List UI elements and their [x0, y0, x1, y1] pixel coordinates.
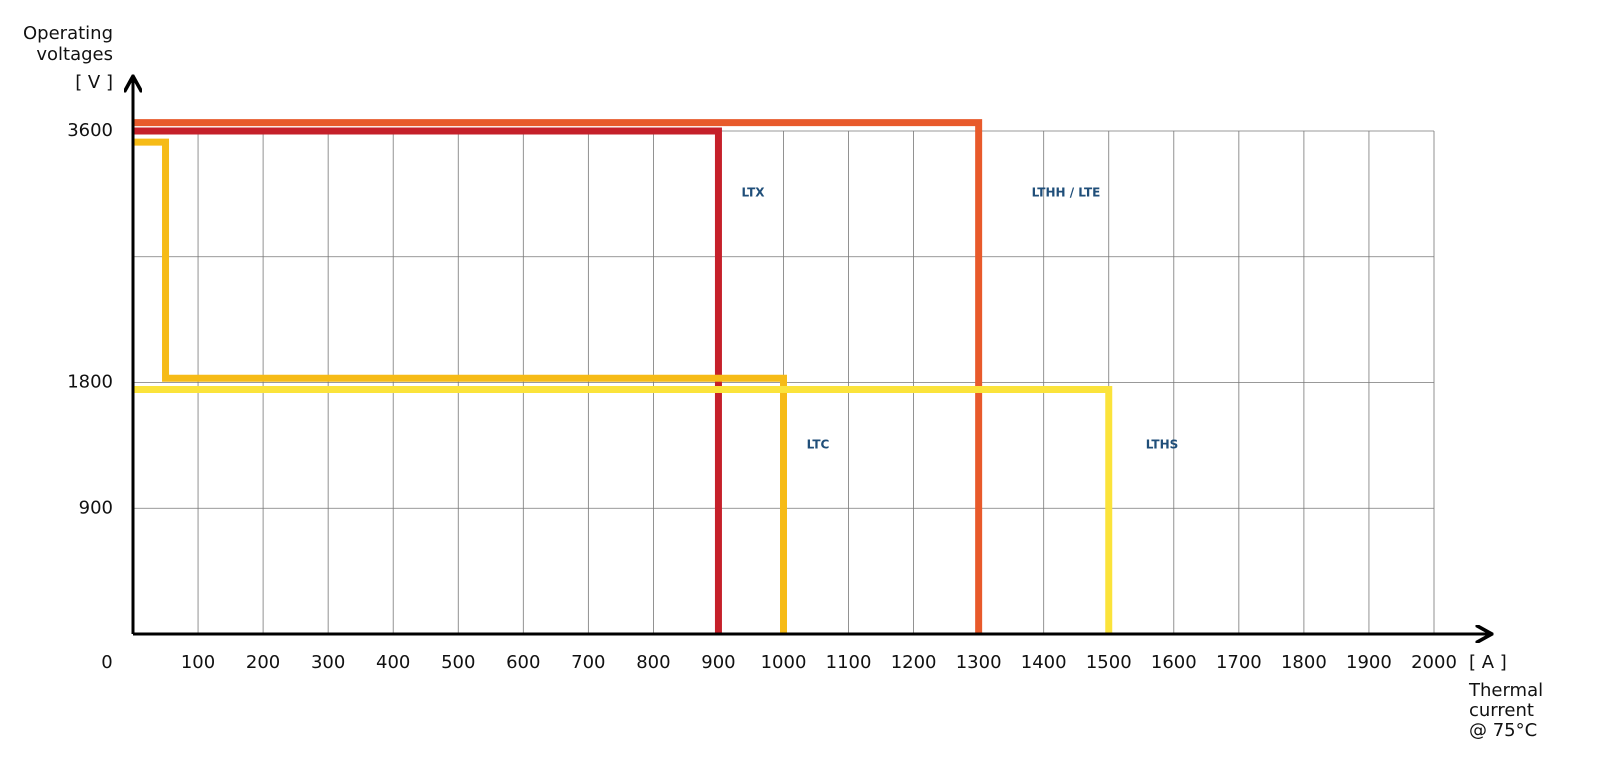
series-label: LTC [807, 438, 830, 452]
series-group [133, 119, 1113, 634]
y-tick-label: 900 [79, 497, 113, 518]
x-axis-label: Thermal [1468, 680, 1543, 701]
x-tick-label: 700 [571, 652, 605, 673]
series-line [133, 119, 983, 634]
x-tick-label: 0 [101, 652, 112, 673]
x-tick-label: 1500 [1086, 652, 1132, 673]
x-tick-label: 1300 [956, 652, 1002, 673]
series-label: LTHS [1146, 438, 1179, 452]
x-tick-label: 1700 [1216, 652, 1262, 673]
x-tick-label: 400 [376, 652, 410, 673]
x-tick-label: 600 [506, 652, 540, 673]
x-tick-label: 2000 [1411, 652, 1457, 673]
x-tick-label: 1600 [1151, 652, 1197, 673]
x-axis-unit: [ A ] [1469, 652, 1507, 673]
y-axis-label: Operating [23, 23, 113, 44]
y-axis-unit: [ V ] [75, 72, 113, 93]
x-tick-label: 1400 [1021, 652, 1067, 673]
series-label: LTHH / LTE [1032, 186, 1101, 200]
x-tick-label: 1000 [761, 652, 807, 673]
x-tick-label: 1100 [826, 652, 872, 673]
x-axis-label: current [1469, 700, 1534, 721]
y-axis-label: voltages [36, 44, 113, 65]
x-tick-label: 300 [311, 652, 345, 673]
y-tick-label: 1800 [67, 372, 113, 393]
x-tick-label: 1900 [1346, 652, 1392, 673]
x-axis-label: @ 75°C [1469, 720, 1537, 741]
x-tick-label: 100 [181, 652, 215, 673]
series-line [133, 127, 722, 634]
x-tick-label: 1200 [891, 652, 937, 673]
x-tick-label: 1800 [1281, 652, 1327, 673]
x-tick-label: 200 [246, 652, 280, 673]
labels: 0 100 200 300 400 500 600 700 800 900 1000 1100 1200… [23, 23, 1543, 741]
x-tick-label: 500 [441, 652, 475, 673]
y-tick-label: 3600 [67, 120, 113, 141]
x-tick-label: 900 [701, 652, 735, 673]
series-line [133, 385, 1113, 634]
x-tick-label: 800 [636, 652, 670, 673]
series-label: LTX [741, 186, 765, 200]
series-line [133, 138, 787, 634]
